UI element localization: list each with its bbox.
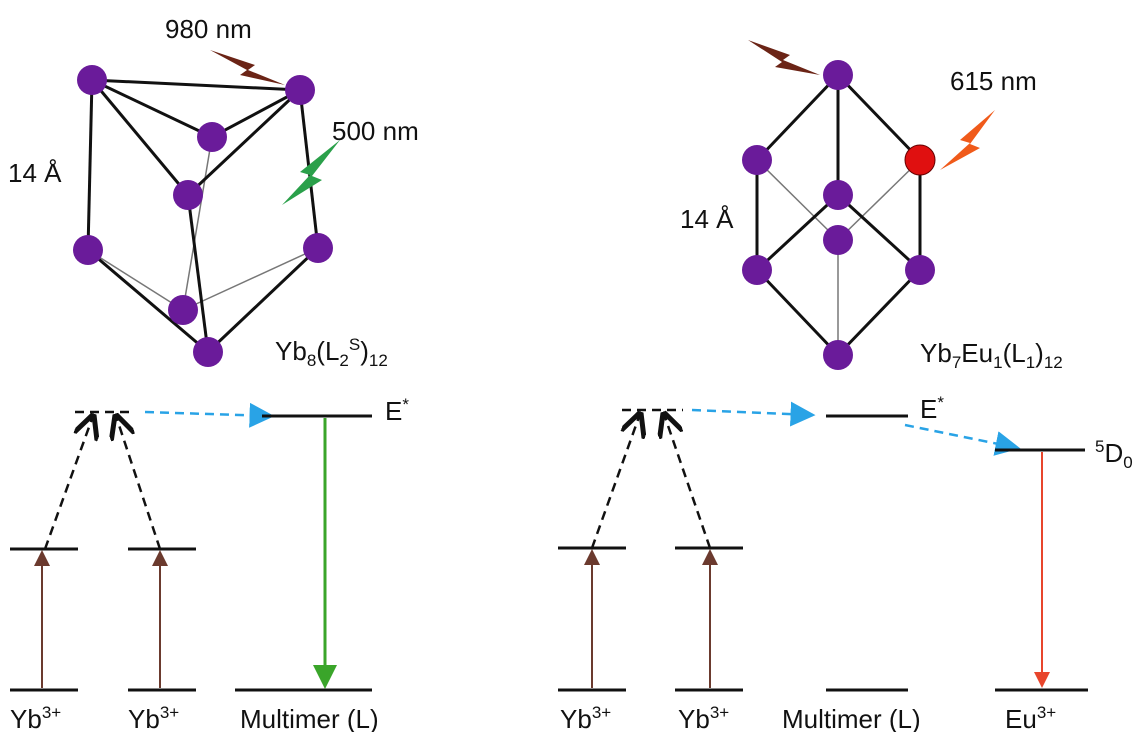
diagram: 980 nm 500 nm 14 Å Yb8(L2S)12 615 nm 14 … — [0, 0, 1147, 732]
text-part: * — [402, 395, 409, 414]
text-part: D — [1104, 438, 1123, 468]
text-part: Eu — [961, 338, 993, 368]
text-part: S — [349, 335, 360, 354]
level-label: Yb3+ — [560, 703, 611, 732]
level-label: E* — [920, 393, 944, 424]
text-part: 3+ — [1037, 703, 1056, 722]
text-part: Yb — [920, 338, 952, 368]
text-part: 3+ — [42, 703, 61, 722]
text-part: Yb — [275, 336, 307, 366]
text-part: E — [920, 394, 937, 424]
text-part: 5 — [1095, 437, 1104, 456]
text-part: 3+ — [592, 703, 611, 722]
emission-label: 615 nm — [950, 66, 1037, 96]
text-part: Yb — [10, 704, 42, 732]
text-part: Yb — [128, 704, 160, 732]
level-label: Multimer (L) — [240, 704, 379, 732]
text-part: 12 — [1044, 353, 1063, 372]
text-part: ) — [360, 336, 369, 366]
text-part: Yb — [678, 704, 710, 732]
text-part: 3+ — [710, 703, 729, 722]
text-part: E — [385, 396, 402, 426]
text-part: (L — [1003, 338, 1026, 368]
text-part: 0 — [1123, 453, 1132, 472]
text-part: 1 — [993, 353, 1002, 372]
excitation-label: 980 nm — [165, 14, 252, 44]
level-label: Yb3+ — [10, 703, 61, 732]
left-cluster — [73, 50, 340, 367]
size-label: 14 Å — [680, 204, 734, 234]
size-label: 14 Å — [8, 158, 62, 188]
text-part: Eu — [1005, 704, 1037, 732]
left-energy — [10, 412, 372, 690]
level-label: Yb3+ — [678, 703, 729, 732]
right-energy — [558, 410, 1088, 690]
formula: Yb7Eu1(L1)12 — [920, 338, 1063, 372]
level-label: Eu3+ — [1005, 703, 1056, 732]
level-label: Multimer (L) — [782, 704, 921, 732]
emission-label: 500 nm — [332, 116, 419, 146]
level-label: Yb3+ — [128, 703, 179, 732]
text-part: Yb — [560, 704, 592, 732]
text-part: 1 — [1026, 353, 1035, 372]
formula: Yb8(L2S)12 — [275, 335, 388, 370]
level-label: 5D0 — [1095, 437, 1133, 472]
text-part: 8 — [307, 351, 316, 370]
text-part: 2 — [339, 351, 348, 370]
text-part: 3+ — [160, 703, 179, 722]
text-part: ) — [1035, 338, 1044, 368]
text-part: (L — [316, 336, 339, 366]
text-part: * — [937, 393, 944, 412]
level-label: E* — [385, 395, 409, 426]
text-part: 7 — [952, 353, 961, 372]
text-part: 12 — [369, 351, 388, 370]
